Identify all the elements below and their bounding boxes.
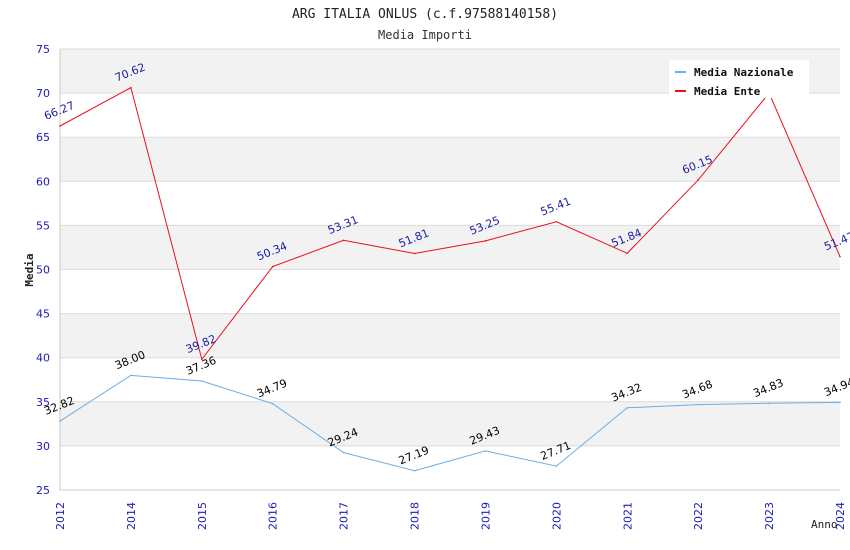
data-point bbox=[342, 239, 345, 242]
data-point bbox=[342, 451, 345, 454]
series-lines bbox=[59, 86, 841, 472]
y-tick-label: 55 bbox=[36, 219, 50, 232]
series-line bbox=[59, 374, 841, 472]
y-tick-label: 45 bbox=[36, 308, 50, 321]
grid-band bbox=[60, 401, 840, 446]
gridlines bbox=[59, 48, 840, 491]
data-point bbox=[413, 252, 416, 255]
y-axis-ticks: 25 30 35 40 45 50 55 60 65 70 75 bbox=[36, 43, 50, 497]
x-tick-label: 2021 bbox=[621, 502, 634, 530]
y-tick-label: 70 bbox=[36, 87, 50, 100]
data-point bbox=[555, 465, 558, 467]
data-point bbox=[697, 179, 699, 181]
legend-label: Media Ente bbox=[694, 85, 761, 98]
x-tick-label: 2022 bbox=[692, 502, 705, 530]
series-line bbox=[59, 86, 841, 361]
data-point bbox=[555, 220, 558, 223]
y-tick-label: 30 bbox=[36, 440, 50, 453]
y-tick-label: 35 bbox=[36, 396, 50, 409]
x-tick-label: 2024 bbox=[834, 502, 847, 530]
x-tick-label: 2016 bbox=[267, 502, 280, 530]
data-point bbox=[271, 265, 274, 268]
data-point bbox=[839, 255, 841, 258]
y-tick-label: 25 bbox=[36, 484, 50, 497]
data-point bbox=[697, 403, 699, 406]
chart-title: ARG ITALIA ONLUS (c.f.97588140158) bbox=[292, 7, 558, 22]
legend-box bbox=[669, 60, 809, 98]
data-point bbox=[59, 125, 61, 127]
x-tick-label: 2023 bbox=[763, 502, 776, 530]
x-tick-label: 2012 bbox=[54, 502, 67, 530]
legend: Media Nazionale Media Ente bbox=[669, 60, 809, 98]
data-point bbox=[626, 406, 629, 409]
y-tick-label: 60 bbox=[36, 175, 50, 188]
grid-band bbox=[60, 137, 840, 182]
data-point bbox=[626, 252, 629, 255]
data-point bbox=[839, 401, 841, 404]
data-point bbox=[768, 402, 770, 405]
data-point bbox=[413, 469, 416, 472]
x-tick-label: 2015 bbox=[196, 502, 209, 530]
x-axis-label: Anno bbox=[811, 518, 838, 531]
y-tick-label: 40 bbox=[36, 352, 50, 365]
data-point bbox=[201, 380, 203, 382]
x-tick-label: 2020 bbox=[550, 502, 563, 530]
y-tick-label: 50 bbox=[36, 264, 50, 277]
data-point bbox=[59, 420, 61, 422]
x-tick-label: 2017 bbox=[338, 502, 351, 530]
x-tick-label: 2019 bbox=[479, 502, 492, 530]
y-tick-label: 65 bbox=[36, 131, 50, 144]
legend-label: Media Nazionale bbox=[694, 66, 794, 79]
data-point bbox=[130, 86, 132, 89]
x-axis-ticks: 2012 2014 2015 2016 2017 2018 2019 2020 2021 2022… bbox=[54, 502, 847, 530]
data-point bbox=[130, 374, 132, 377]
y-axis-label: Media bbox=[23, 253, 36, 286]
y-tick-label: 75 bbox=[36, 43, 50, 56]
grid-band bbox=[60, 313, 840, 358]
chart-subtitle: Media Importi bbox=[378, 28, 472, 42]
data-point bbox=[271, 402, 274, 405]
x-tick-label: 2018 bbox=[409, 502, 422, 530]
x-tick-label: 2014 bbox=[125, 502, 138, 530]
data-point bbox=[484, 450, 487, 452]
data-point bbox=[484, 240, 487, 242]
data-point bbox=[201, 358, 203, 361]
